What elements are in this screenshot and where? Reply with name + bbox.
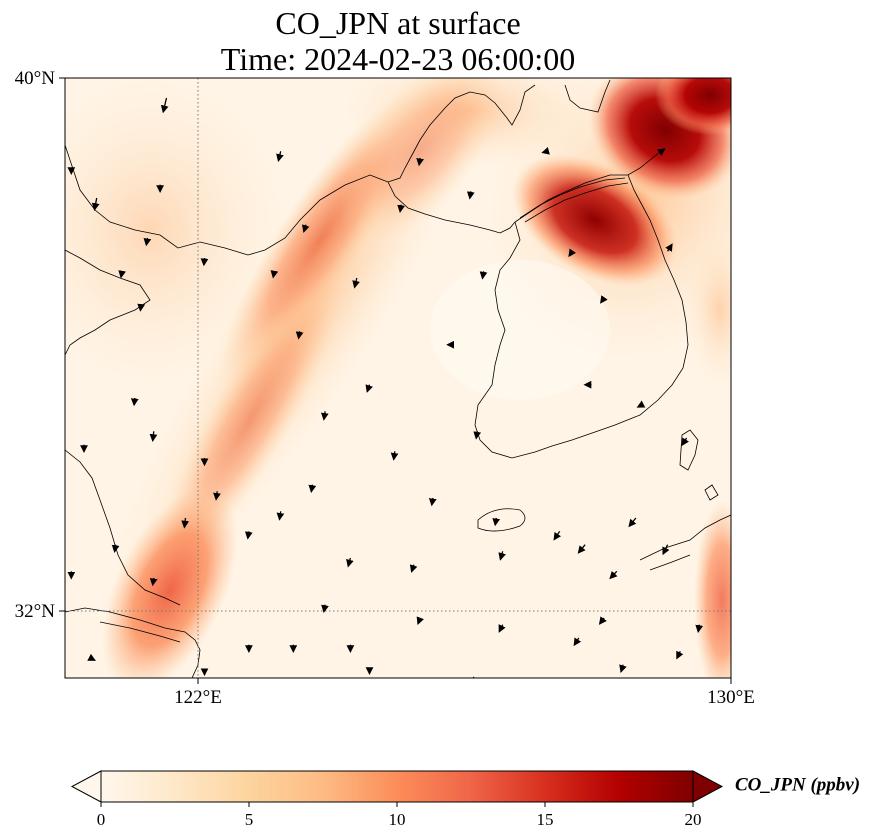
- wind-vector-arrow: [149, 577, 158, 587]
- wind-vector-arrow: [200, 257, 209, 267]
- wind-vector-arrow: [428, 497, 437, 507]
- coastline-north-china: [65, 84, 536, 256]
- wind-vector-arrow: [498, 624, 506, 633]
- wind-vector-arrow: [573, 637, 582, 647]
- border-line-1: [519, 177, 626, 219]
- co-concentration-field: [65, 78, 731, 678]
- wind-vector-arrow: [143, 237, 152, 247]
- wind-vector-arrow: [320, 411, 329, 421]
- colorbar-label: CO_JPN (ppbv): [735, 774, 860, 795]
- wind-vector-arrow: [695, 624, 704, 633]
- wind-vector-arrow: [346, 557, 354, 568]
- wind-vector-arrow: [676, 650, 684, 660]
- colorbar-tick-label: 20: [685, 810, 702, 829]
- wind-vector-arrow: [628, 517, 637, 528]
- map-frame: [64, 77, 732, 679]
- wind-vector-arrow: [577, 544, 586, 554]
- colorbar-ticks: 0 5 10 15 20: [97, 802, 702, 829]
- coastline-kyushu: [639, 514, 731, 561]
- wind-vector-arrow: [492, 517, 501, 527]
- tsushima-island: [679, 429, 699, 471]
- small-island: [704, 484, 719, 501]
- wind-vector-arrow: [244, 531, 253, 540]
- wind-vector-arrow: [149, 431, 158, 442]
- colorbar-tick-label: 15: [537, 810, 554, 829]
- wind-vector-arrow: [160, 97, 169, 114]
- wind-vector-arrow: [553, 530, 562, 541]
- colorbar-extend-min: [70, 770, 102, 803]
- wind-vectors: [67, 97, 704, 678]
- coastline-kyushu-2: [649, 554, 691, 571]
- wind-vector-arrow: [657, 148, 666, 156]
- border-line-2: [524, 182, 629, 223]
- wind-vector-arrow: [397, 204, 405, 213]
- wind-vector-arrow: [390, 451, 399, 461]
- coastline-yangtze-bank: [99, 621, 181, 643]
- tick-label-lat-40: 40°N: [15, 68, 56, 89]
- wind-vector-arrow: [598, 616, 607, 625]
- wind-vector-arrow: [118, 270, 127, 279]
- wind-vector-arrow: [416, 157, 424, 167]
- colorbar-tick-label: 5: [245, 810, 254, 829]
- wind-vector-arrow: [91, 197, 100, 211]
- wind-vector-arrow: [665, 243, 673, 252]
- wind-vector-arrow: [636, 400, 646, 408]
- wind-vector-arrow: [568, 248, 577, 258]
- wind-vector-arrow: [479, 271, 488, 280]
- wind-vector-arrow: [409, 564, 418, 573]
- wind-vector-arrow: [365, 384, 373, 393]
- map-title-line2: Time: 2024-02-23 06:00:00: [220, 41, 576, 77]
- wind-vector-arrow: [473, 431, 482, 440]
- coastlines: [65, 79, 731, 678]
- wind-vector-arrow: [498, 551, 506, 561]
- wind-vector-arrow: [352, 277, 360, 289]
- wind-vector-arrow: [470, 676, 480, 678]
- wind-vector-arrow: [181, 517, 190, 529]
- tick-label-lat-32: 32°N: [15, 601, 56, 622]
- wind-vector-arrow: [111, 544, 120, 553]
- wind-vector-arrow: [137, 303, 146, 312]
- wind-vector-arrow: [609, 570, 618, 580]
- wind-vector-arrow: [466, 191, 475, 200]
- coastline-korea: [474, 174, 689, 459]
- wind-vector-arrow: [600, 295, 608, 304]
- wind-vector-arrow: [541, 147, 550, 155]
- coastline-liaodong: [387, 181, 516, 234]
- coastline-jiangsu: [65, 449, 181, 606]
- tick-label-lon-130: 130°E: [707, 687, 755, 708]
- colorbar: 0 5 10 15 20 CO_JPN (ppbv): [70, 770, 860, 829]
- wind-vector-arrow: [302, 224, 310, 233]
- wind-vector-arrow: [308, 484, 317, 493]
- wind-vector-arrow: [619, 664, 627, 673]
- wind-vector-arrow: [87, 653, 96, 661]
- map-title-line1: CO_JPN at surface: [275, 5, 521, 41]
- wind-vector-arrow: [416, 616, 424, 626]
- colorbar-extend-max: [692, 770, 724, 803]
- coastline-yangtze: [65, 607, 201, 678]
- wind-vector-arrow: [681, 437, 689, 447]
- wind-vector-arrow: [662, 544, 670, 556]
- wind-vector-arrow: [276, 511, 285, 521]
- jeju-island: [477, 508, 526, 532]
- wind-vector-arrow: [321, 604, 329, 613]
- colorbar-tick-label: 0: [97, 810, 106, 829]
- coastline-ne: [564, 79, 611, 113]
- wind-vector-arrow: [295, 331, 304, 340]
- wind-vector-arrow: [130, 397, 139, 407]
- axis-ticks: [59, 77, 732, 684]
- wind-vector-arrow: [270, 270, 279, 279]
- gridlines: [65, 78, 731, 678]
- wind-vector-arrow: [276, 151, 284, 162]
- wind-vector-arrow: [213, 491, 221, 501]
- colorbar-tick-label: 10: [389, 810, 406, 829]
- map-plot-area: [65, 78, 731, 678]
- colorbar-gradient: [101, 771, 693, 802]
- tick-label-lon-122: 122°E: [174, 687, 222, 708]
